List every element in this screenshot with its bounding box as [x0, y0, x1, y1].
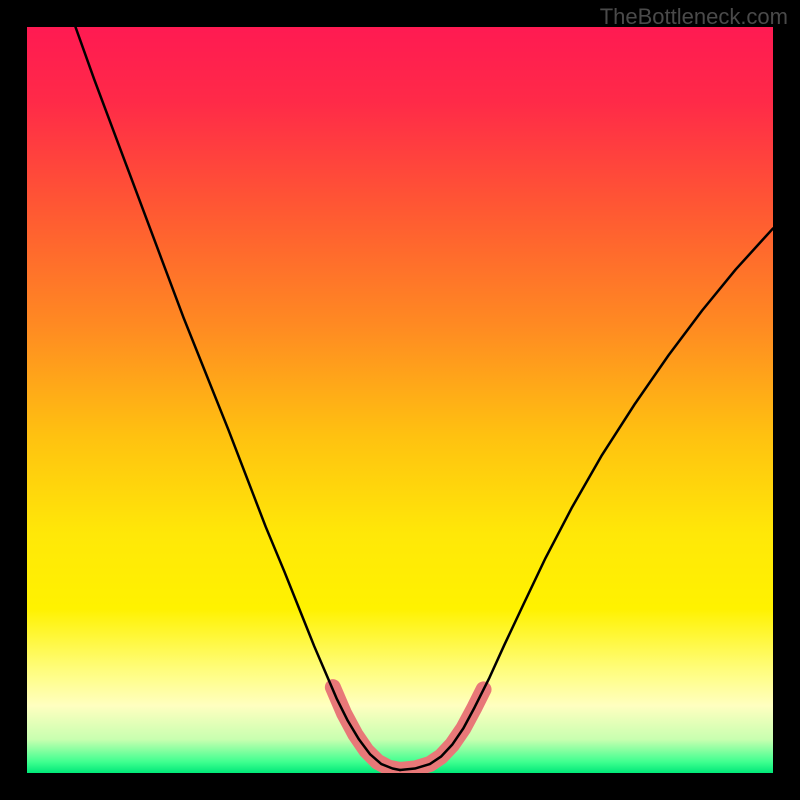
curve-right — [400, 228, 773, 770]
attribution-text: TheBottleneck.com — [600, 4, 788, 30]
curve-left — [75, 27, 400, 770]
plot-area — [27, 27, 773, 773]
highlight-band — [333, 687, 484, 770]
curve-layer — [27, 27, 773, 773]
